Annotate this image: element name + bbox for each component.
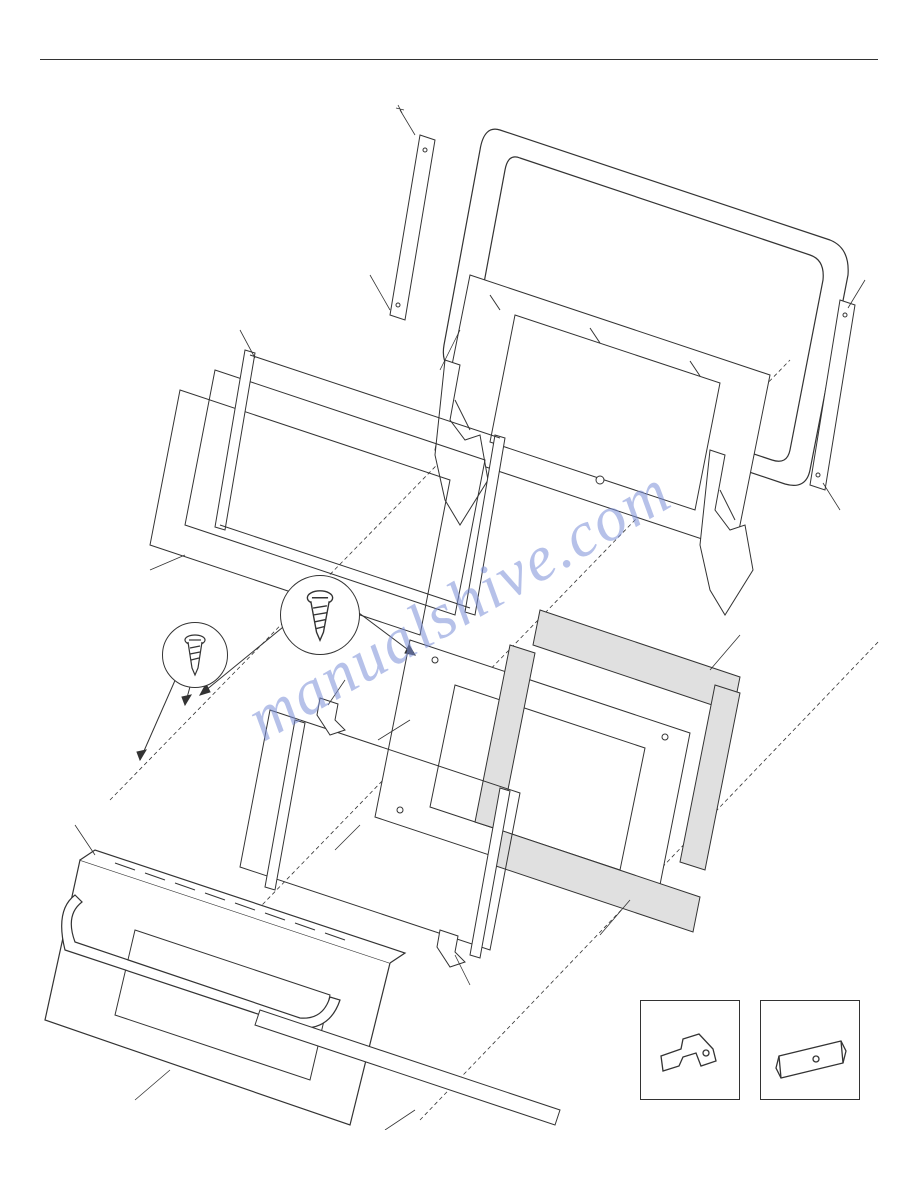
outer-door-panel	[45, 850, 405, 1125]
detail-box-bracket-2	[760, 1000, 860, 1100]
side-trim-right-upper	[810, 300, 855, 490]
header-rule	[40, 30, 878, 60]
detail-box-bracket-1	[640, 1000, 740, 1100]
screw-icon	[297, 586, 343, 644]
glass-clip-bottom	[437, 930, 465, 967]
angle-bracket-icon	[761, 1001, 861, 1101]
screw-callout-1	[162, 622, 228, 688]
glass-clip-top	[317, 698, 345, 735]
side-trim-left-upper	[390, 135, 435, 320]
exploded-view-drawing	[40, 80, 880, 1130]
screw-icon	[175, 630, 215, 680]
z-bracket-icon	[641, 1001, 741, 1101]
exploded-diagram: manualshive.com	[40, 80, 878, 1130]
screw-callout-2	[280, 575, 360, 655]
page-container: manualshive.com	[0, 0, 918, 1188]
